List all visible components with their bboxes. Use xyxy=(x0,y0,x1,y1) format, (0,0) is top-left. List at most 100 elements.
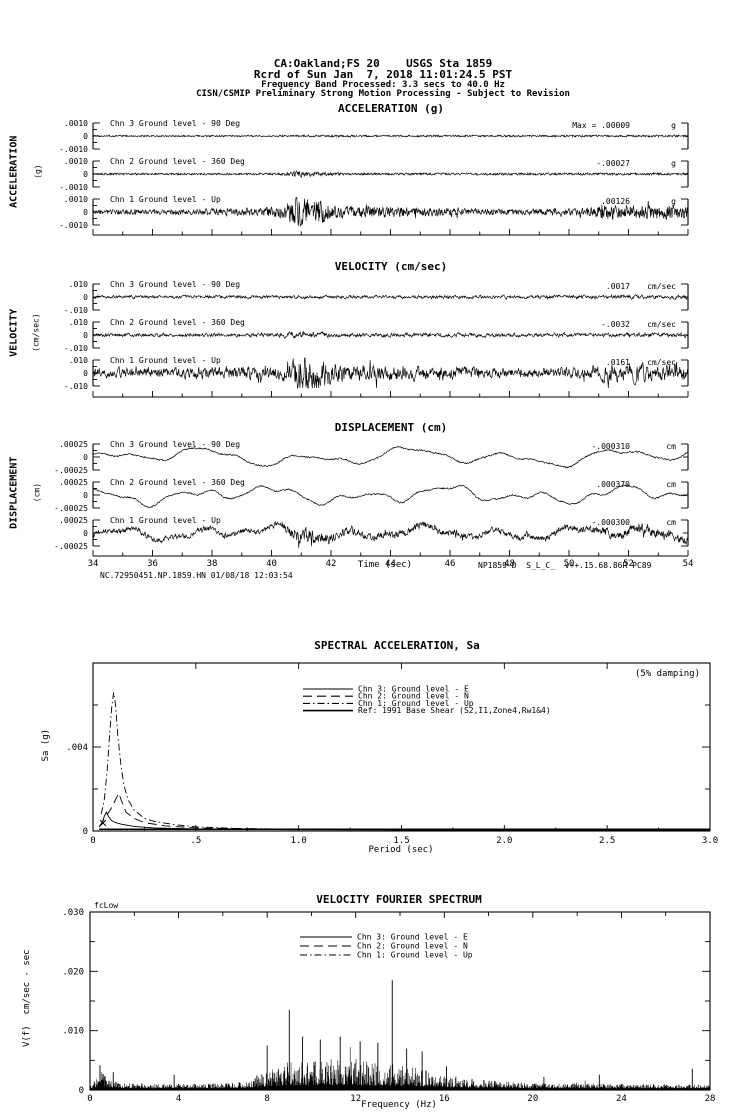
waveform-trace xyxy=(92,170,689,179)
velocity-axis-label: VELOCITY xyxy=(8,308,20,357)
max-unit-label: cm xyxy=(666,518,676,527)
time-tick-label: 40 xyxy=(266,559,277,569)
y-tick-label: -.010 xyxy=(64,344,88,353)
time-tick-label: 46 xyxy=(445,559,456,569)
max-value-label: .000370 xyxy=(596,480,630,489)
fourier-y-axis-label: V(f) cm/sec - sec xyxy=(21,949,32,1047)
y-tick-label: 0 xyxy=(83,170,88,179)
max-value-label: .0017 xyxy=(606,282,630,291)
sa-legend-label: Ref: 1991 Base Shear (S2,I1,Zone4,Rw1&4) xyxy=(358,706,551,715)
y-tick-label: .0010 xyxy=(64,119,88,128)
y-tick-label: .0010 xyxy=(64,195,88,204)
channel-label: Chn 1 Ground level - Up xyxy=(110,195,221,204)
max-unit-label: cm xyxy=(666,480,676,489)
time-tick-label: 52 xyxy=(623,559,634,569)
channel-label: Chn 2 Ground level - 360 Deg xyxy=(110,318,245,327)
processing-note: CISN/CSMIP Preliminary Strong Motion Pro… xyxy=(196,89,570,99)
time-tick-label: 48 xyxy=(504,559,515,569)
displacement-title: DISPLACEMENT (cm) xyxy=(334,421,448,434)
displacement-axis-label: DISPLACEMENT xyxy=(8,456,20,529)
max-unit-label: g xyxy=(671,159,676,168)
fourier-x-tick-label: 0 xyxy=(87,1094,92,1104)
waveform-trace xyxy=(92,445,689,469)
record-id-footer: NC.72950451.NP.1859.HN 01/08/18 12:03:54 xyxy=(100,571,293,580)
y-tick-label: 0 xyxy=(83,369,88,378)
channel-label: Chn 3 Ground level - 90 Deg xyxy=(110,280,240,289)
max-unit-label: cm/sec xyxy=(647,358,676,367)
y-tick-label: .010 xyxy=(69,318,88,327)
fourier-x-tick-label: 24 xyxy=(616,1094,627,1104)
sa-legend-label: Chn 1: Ground level - Up xyxy=(358,699,474,708)
fclow-marker-label: fcLow xyxy=(94,901,119,910)
y-tick-label: 0 xyxy=(83,132,88,141)
y-tick-label: -.0010 xyxy=(59,145,88,154)
waveform-trace xyxy=(92,134,688,138)
velocity-axis-unit: (cm/sec) xyxy=(31,313,41,352)
processing-footer: NP1859-D S_L_C_ v++.15.68.86R PC89 xyxy=(478,561,652,570)
frequency-band-note: Frequency Band Processed: 3.3 secs to 40… xyxy=(261,80,505,90)
max-value-label: .0161 xyxy=(606,358,630,367)
max-unit-label: g xyxy=(671,121,676,130)
y-tick-label: .0010 xyxy=(64,157,88,166)
y-tick-label: -.0010 xyxy=(59,183,88,192)
y-tick-label: -.00025 xyxy=(54,504,88,513)
fourier-x-tick-label: 4 xyxy=(176,1094,181,1104)
fourier-x-tick-label: 20 xyxy=(527,1094,538,1104)
sa-legend-label: Chn 3: Ground level - E xyxy=(358,685,469,694)
max-unit-label: cm xyxy=(666,442,676,451)
time-tick-label: 38 xyxy=(207,559,218,569)
channel-label: Chn 3 Ground level - 90 Deg xyxy=(110,119,240,128)
max-value-label: -.000310 xyxy=(591,442,630,451)
sa-curve xyxy=(98,792,711,831)
y-tick-label: -.00025 xyxy=(54,466,88,475)
channel-label: Chn 2 Ground level - 360 Deg xyxy=(110,478,245,487)
time-tick-label: 44 xyxy=(385,559,396,569)
channel-label: Chn 1 Ground level - Up xyxy=(110,516,221,525)
channel-label: Chn 1 Ground level - Up xyxy=(110,356,221,365)
y-tick-label: 0 xyxy=(83,491,88,500)
waveform-trace xyxy=(92,196,689,227)
channel-label: Chn 2 Ground level - 360 Deg xyxy=(110,157,245,166)
fourier-legend-label: Chn 2: Ground level - N xyxy=(357,942,468,951)
max-unit-label: g xyxy=(671,197,676,206)
velocity-title: VELOCITY (cm/sec) xyxy=(334,260,448,273)
y-tick-label: .00025 xyxy=(59,516,88,525)
y-tick-label: .00025 xyxy=(59,440,88,449)
fourier-y-tick-label: .030 xyxy=(62,908,84,918)
max-value-label: Max = .00009 xyxy=(572,121,630,130)
y-tick-label: 0 xyxy=(83,529,88,538)
record-date: Rcrd of Sun Jan 7, 2018 11:01:24.5 PST xyxy=(253,68,513,81)
time-tick-label: 36 xyxy=(147,559,158,569)
time-tick-label: 34 xyxy=(88,559,99,569)
y-tick-label: .00025 xyxy=(59,478,88,487)
time-axis-label: Time (sec) xyxy=(357,560,413,570)
y-tick-label: 0 xyxy=(83,331,88,340)
frequency-axis-label: Frequency (Hz) xyxy=(361,1100,437,1110)
sa-curve xyxy=(100,692,711,831)
sa-y-tick-label: .004 xyxy=(66,743,88,753)
fourier-legend-label: Chn 1: Ground level - Up xyxy=(357,951,473,960)
fourier-y-tick-label: .020 xyxy=(62,967,84,977)
waveform-trace xyxy=(92,520,689,548)
sa-legend-label: Chn 2: Ground level - N xyxy=(358,692,469,701)
sa-x-tick-label: 2.5 xyxy=(599,836,615,846)
time-tick-label: 54 xyxy=(683,559,694,569)
station-title: CA:Oakland;FS 20 USGS Sta 1859 xyxy=(273,57,493,70)
fourier-spectrum-trace xyxy=(89,1047,711,1090)
waveform-trace xyxy=(92,357,689,390)
sa-y-tick-label: 0 xyxy=(83,827,88,837)
max-value-label: .00126 xyxy=(601,197,630,206)
damping-note: (5% damping) xyxy=(634,669,700,679)
sa-y-axis-label: Sa (g) xyxy=(40,728,51,762)
sa-x-tick-label: 3.0 xyxy=(702,836,718,846)
max-unit-label: cm/sec xyxy=(647,282,676,291)
sa-x-tick-label: 1.0 xyxy=(291,836,307,846)
displacement-axis-unit: (cm) xyxy=(32,482,42,503)
fourier-x-tick-label: 8 xyxy=(264,1094,269,1104)
waveform-trace xyxy=(92,294,689,301)
max-value-label: -.00027 xyxy=(596,159,630,168)
y-tick-label: -.00025 xyxy=(54,542,88,551)
waveform-trace xyxy=(92,484,689,509)
